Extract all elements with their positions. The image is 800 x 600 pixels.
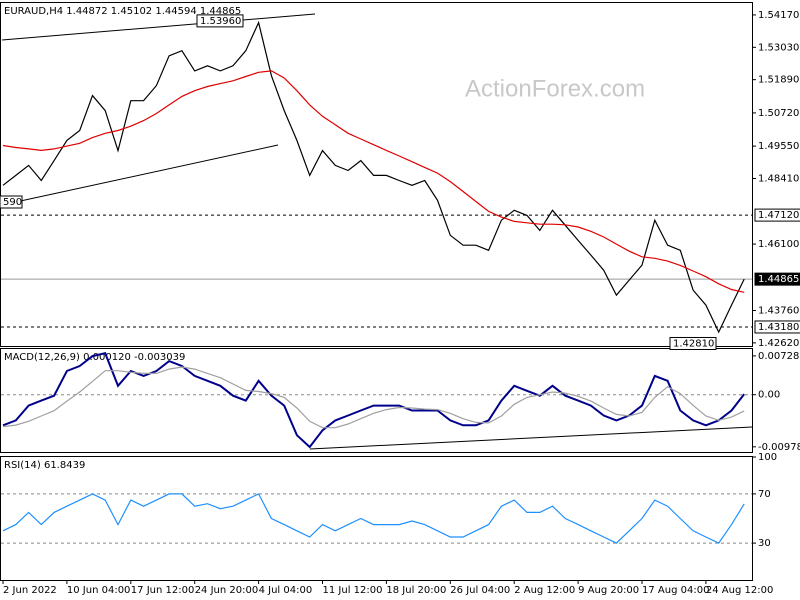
level-label-box [754, 320, 800, 334]
level-label: 1.44865 [758, 274, 799, 285]
x-tick-label: 11 Jul 12:00 [323, 585, 383, 596]
y-tick-label: 1.42620 [758, 338, 799, 349]
x-tick-label: 17 Jun 12:00 [131, 585, 195, 596]
annotation-box [196, 14, 244, 28]
annotation-box [0, 195, 23, 209]
series-line [2, 366, 745, 429]
y-tick-label: 1.49550 [758, 141, 799, 152]
y-tick-label: -0.009787 [758, 442, 800, 453]
y-tick-label: 0.00 [758, 390, 780, 401]
rsi-title: RSI(14) 61.8439 [4, 460, 85, 471]
y-tick-label: 1.48410 [758, 173, 799, 184]
series-line [2, 20, 745, 334]
y-tick-label: 1.50720 [758, 108, 799, 119]
price-panel [0, 2, 753, 347]
x-tick-label: 2 Jun 2022 [3, 585, 57, 596]
y-tick-label: 1.43760 [758, 306, 799, 317]
y-tick-label: 1.46100 [758, 239, 799, 250]
y-tick-label: 1.54170 [758, 10, 799, 21]
x-tick-label: 24 Jun 20:00 [195, 585, 259, 596]
y-tick-label: 100 [758, 452, 777, 463]
chart-title: EURAUD,H4 1.44872 1.45102 1.44594 1.4486… [4, 6, 241, 17]
trend-line [1, 144, 279, 206]
x-tick-label: 24 Aug 12:00 [706, 585, 773, 596]
level-label-box [754, 208, 800, 222]
series-line [2, 352, 745, 449]
x-tick-label: 26 Jul 04:00 [450, 585, 510, 596]
x-tick-label: 2 Aug 12:00 [514, 585, 575, 596]
series-line [2, 70, 745, 293]
trend-line [1, 13, 316, 41]
level-label: 1.47120 [758, 210, 799, 221]
y-tick-label: 30 [758, 538, 771, 549]
x-tick-label: 4 Jul 04:00 [259, 585, 313, 596]
annotation: 1.53960 [200, 16, 241, 27]
x-tick-label: 10 Jun 04:00 [67, 585, 131, 596]
series-line [2, 493, 745, 544]
y-tick-label: 1.53030 [758, 42, 799, 53]
rsi-panel [0, 456, 753, 581]
annotation-box [669, 336, 717, 350]
macd-title: MACD(12,26,9) 0.000120 -0.003039 [4, 352, 185, 363]
x-tick-label: 17 Aug 04:00 [642, 585, 709, 596]
annotation: 590 [3, 197, 22, 208]
trend-line [309, 426, 753, 450]
y-tick-label: 70 [758, 489, 771, 500]
x-tick-label: 9 Aug 20:00 [578, 585, 639, 596]
y-tick-label: 1.51890 [758, 75, 799, 86]
y-tick-label: 0.007282 [758, 351, 800, 362]
x-tick-label: 18 Jul 20:00 [386, 585, 446, 596]
level-label: 1.43180 [758, 322, 799, 333]
level-label-box [754, 272, 800, 286]
watermark: ActionForex.com [465, 75, 645, 102]
macd-panel [0, 348, 753, 453]
annotation: 1.42810 [673, 338, 714, 349]
